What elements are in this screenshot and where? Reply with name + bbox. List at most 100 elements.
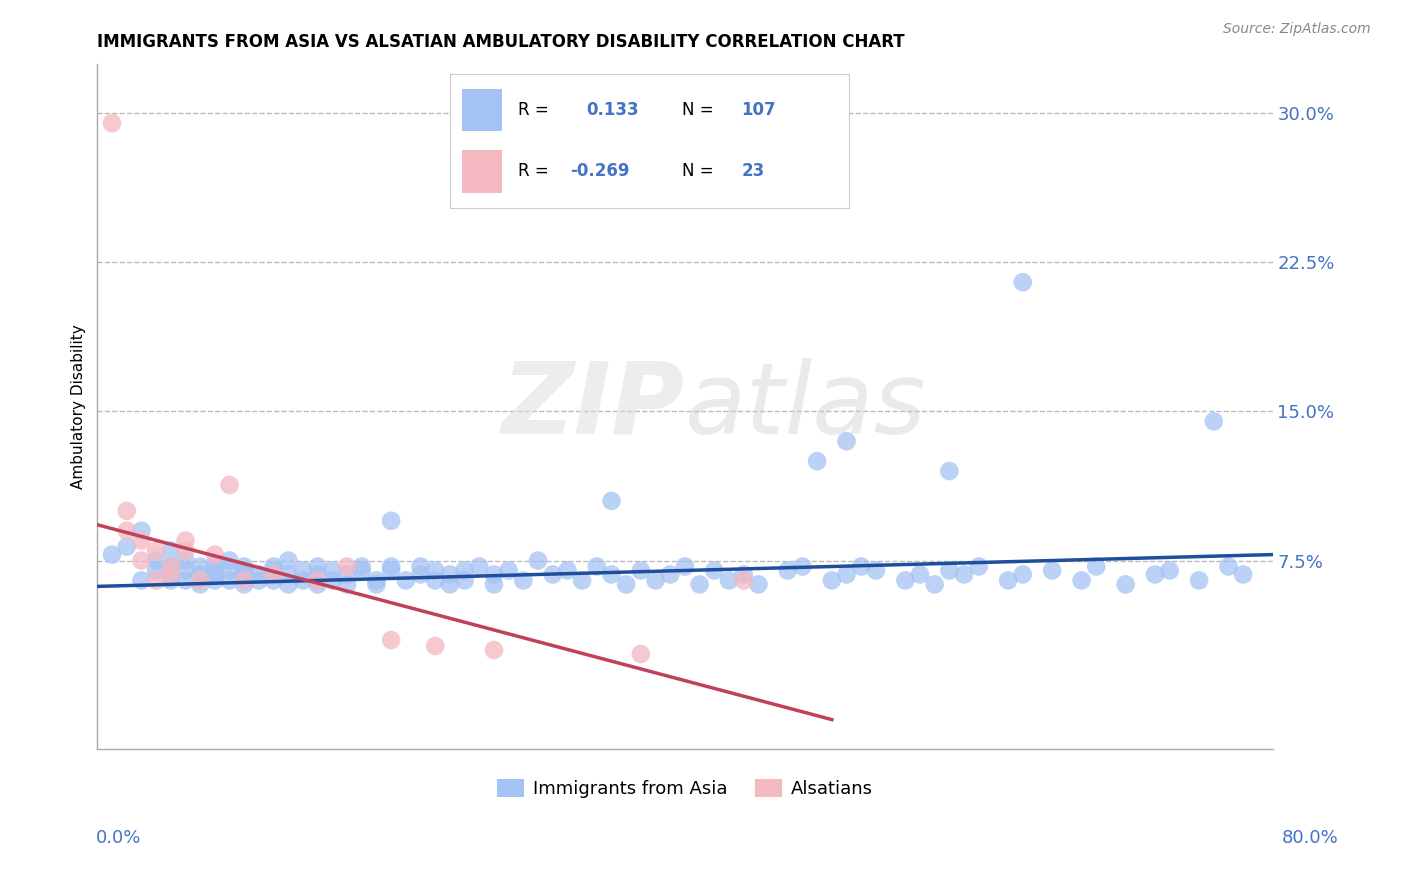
Point (336, 559, 359, 574)
Text: 80.0%: 80.0% (1282, 829, 1339, 847)
Point (380, 559, 402, 574)
Point (644, 574, 666, 588)
Point (938, 464, 960, 478)
Point (482, 643, 505, 657)
Point (425, 574, 447, 588)
Point (174, 543, 197, 558)
Legend: Immigrants from Asia, Alsatians: Immigrants from Asia, Alsatians (489, 772, 880, 805)
Point (307, 559, 329, 574)
Point (967, 559, 990, 574)
Point (908, 567, 931, 582)
Point (1202, 414, 1225, 428)
Point (630, 647, 652, 661)
Point (997, 574, 1019, 588)
Point (659, 567, 682, 582)
Point (630, 564, 652, 578)
Point (821, 574, 844, 588)
Point (131, 533, 153, 548)
Y-axis label: Ambulatory Disability: Ambulatory Disability (72, 324, 86, 489)
Point (131, 524, 153, 538)
Point (101, 548, 124, 562)
Point (439, 577, 461, 591)
Text: IMMIGRANTS FROM ASIA VS ALSATIAN AMBULATORY DISABILITY CORRELATION CHART: IMMIGRANTS FROM ASIA VS ALSATIAN AMBULAT… (97, 33, 905, 51)
Point (307, 574, 329, 588)
Point (835, 434, 858, 449)
Point (336, 567, 359, 582)
Point (263, 564, 285, 578)
Point (571, 574, 593, 588)
Point (350, 559, 373, 574)
Point (703, 564, 725, 578)
Point (307, 567, 329, 582)
Point (776, 564, 799, 578)
Point (1143, 567, 1166, 582)
Point (453, 564, 475, 578)
Point (159, 567, 181, 582)
Point (689, 577, 711, 591)
Point (174, 564, 197, 578)
Point (263, 574, 285, 588)
Point (188, 577, 211, 591)
Point (321, 564, 343, 578)
Point (101, 116, 124, 130)
Point (277, 577, 299, 591)
Point (380, 633, 402, 648)
Point (953, 567, 976, 582)
Point (792, 559, 814, 574)
Point (498, 564, 520, 578)
Point (585, 559, 607, 574)
Point (512, 574, 534, 588)
Point (453, 574, 475, 588)
Point (409, 567, 432, 582)
Point (439, 567, 461, 582)
Point (159, 559, 181, 574)
Point (409, 559, 432, 574)
Point (174, 533, 197, 548)
Point (218, 564, 240, 578)
Point (233, 567, 256, 582)
Point (425, 639, 447, 653)
Point (806, 454, 828, 468)
Point (307, 577, 329, 591)
Text: Source: ZipAtlas.com: Source: ZipAtlas.com (1223, 22, 1371, 37)
Point (145, 553, 167, 567)
Point (247, 574, 270, 588)
Point (204, 548, 226, 562)
Point (733, 574, 755, 588)
Point (1040, 564, 1063, 578)
Point (482, 577, 505, 591)
Point (204, 574, 226, 588)
Point (747, 577, 769, 591)
Point (159, 559, 181, 574)
Point (218, 574, 240, 588)
Point (131, 553, 153, 567)
Point (277, 567, 299, 582)
Point (1188, 574, 1211, 588)
Point (188, 567, 211, 582)
Point (159, 543, 181, 558)
Point (380, 564, 402, 578)
Point (1070, 574, 1092, 588)
Point (938, 564, 960, 578)
Point (336, 577, 359, 591)
Point (233, 559, 256, 574)
Point (145, 543, 167, 558)
Point (600, 567, 623, 582)
Point (600, 494, 623, 508)
Point (717, 574, 740, 588)
Point (894, 574, 917, 588)
Point (366, 577, 388, 591)
Point (204, 564, 226, 578)
Point (115, 540, 138, 554)
Point (924, 577, 946, 591)
Point (277, 553, 299, 567)
Point (541, 567, 564, 582)
Point (145, 574, 167, 588)
Point (233, 574, 256, 588)
Point (1232, 567, 1254, 582)
Point (218, 478, 240, 492)
Point (321, 574, 343, 588)
Point (851, 559, 873, 574)
Point (247, 567, 270, 582)
Text: atlas: atlas (685, 358, 927, 455)
